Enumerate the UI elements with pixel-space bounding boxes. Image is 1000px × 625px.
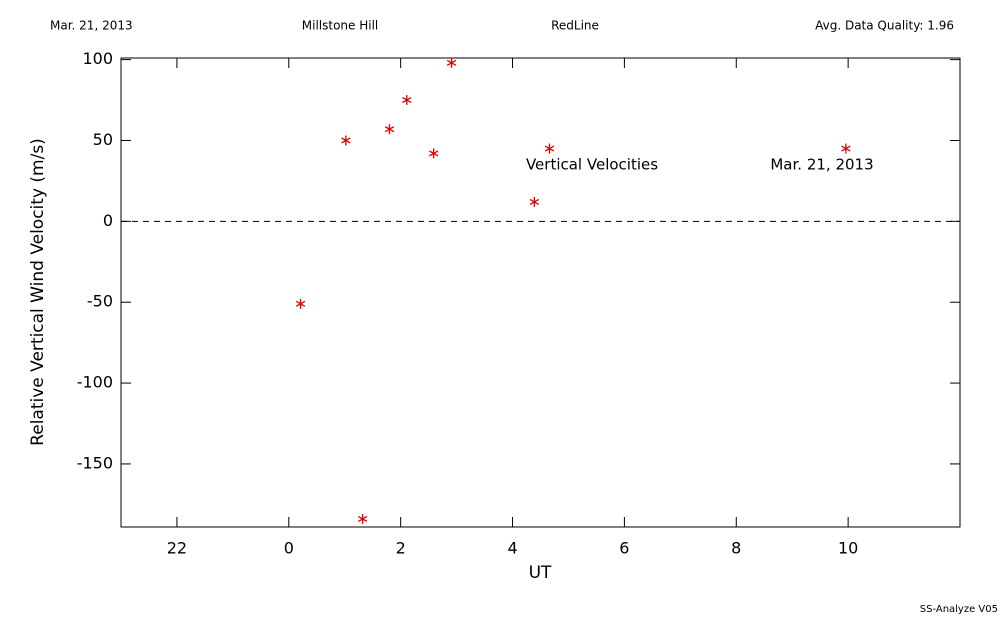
point [428,148,439,159]
asterisk-stroke [446,59,457,66]
asterisk-stroke [295,300,306,307]
x-tick-label: 0 [284,539,294,558]
y-tick-label: 50 [93,130,113,149]
annotation: Mar. 21, 2013 [770,156,873,174]
header-date: Mar. 21, 2013 [50,19,133,33]
asterisk-stroke [544,145,555,152]
asterisk-stroke [384,126,395,133]
header-quality: Avg. Data Quality: 1.96 [815,19,954,33]
x-tick-label: 22 [167,539,187,558]
header-line: RedLine [551,19,599,33]
x-tick-label: 2 [396,539,406,558]
x-tick-label: 4 [507,539,517,558]
x-tick-label: 10 [838,539,858,558]
asterisk-stroke [341,137,351,144]
point [446,57,457,68]
point [529,196,540,207]
y-tick-label: -150 [77,453,113,472]
y-tick-label: -50 [87,292,113,311]
asterisk-stroke [529,198,540,205]
y-axis-label: Relative Vertical Wind Velocity (m/s) [28,138,48,446]
point [544,143,555,154]
x-tick-label: 6 [619,539,629,558]
plot-frame [120,57,961,528]
point [384,124,395,135]
y-tick-label: 100 [82,49,113,68]
point [357,513,368,524]
header-site: Millstone Hill [302,19,378,33]
asterisk-stroke [428,150,439,157]
x-axis-label: UT [529,563,552,583]
point [841,143,851,154]
x-tick-label: 8 [731,539,741,558]
y-tick-label: 0 [103,211,113,230]
point [341,135,351,146]
y-tick-label: -100 [77,373,113,392]
point [402,95,412,106]
annotation: Vertical Velocities [526,156,658,174]
footer: SS-Analyze V05 [920,604,998,615]
asterisk-stroke [841,145,851,152]
asterisk-stroke [357,515,368,522]
asterisk-stroke [402,96,412,104]
point [295,298,306,309]
